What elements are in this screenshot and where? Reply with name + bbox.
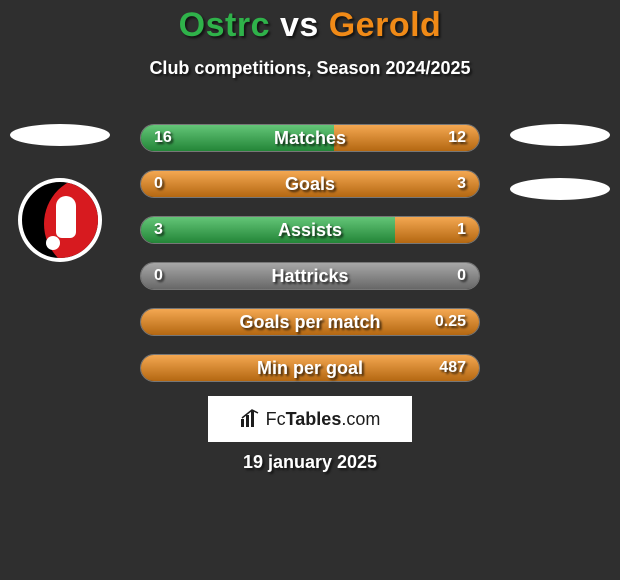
player1-photo-placeholder <box>10 124 110 146</box>
player1-club-badge <box>18 178 102 262</box>
bar-segment-player2 <box>141 309 479 335</box>
bar-segment-player2 <box>141 355 479 381</box>
comparison-card: Ostrc vs Gerold Club competitions, Seaso… <box>0 0 620 580</box>
brand-logo-icon <box>240 409 260 429</box>
subtitle: Club competitions, Season 2024/2025 <box>0 58 620 79</box>
brand-suffix: .com <box>341 409 380 429</box>
bar-segment-player2 <box>395 217 480 243</box>
title-player1: Ostrc <box>179 6 270 44</box>
bar-track <box>140 216 480 244</box>
bar-row: Goals per match0.25 <box>140 304 480 340</box>
bar-track <box>140 262 480 290</box>
player2-club-placeholder <box>510 178 610 200</box>
bar-track <box>140 124 480 152</box>
bar-segment-player1 <box>141 125 334 151</box>
bar-row: Min per goal487 <box>140 350 480 386</box>
bar-segment-player1 <box>141 217 395 243</box>
brand-text: FcTables.com <box>266 409 381 430</box>
bar-track <box>140 354 480 382</box>
player2-photo-placeholder <box>510 124 610 146</box>
brand-badge: FcTables.com <box>208 396 412 442</box>
title: Ostrc vs Gerold <box>0 6 620 45</box>
bar-segment-player2 <box>141 171 479 197</box>
bar-segment-player1 <box>141 263 479 289</box>
bar-segment-player2 <box>334 125 479 151</box>
bar-row: Assists31 <box>140 212 480 248</box>
bar-row: Hattricks00 <box>140 258 480 294</box>
bar-track <box>140 308 480 336</box>
title-player2: Gerold <box>329 6 442 44</box>
brand-prefix: Fc <box>266 409 286 429</box>
date: 19 january 2025 <box>0 452 620 473</box>
bar-track <box>140 170 480 198</box>
bar-row: Goals03 <box>140 166 480 202</box>
title-vs: vs <box>280 6 319 44</box>
bar-row: Matches1612 <box>140 120 480 156</box>
comparison-bars: Matches1612 Goals03 Assists31 Hattricks00 Go… <box>140 120 480 396</box>
brand-bold: Tables <box>286 409 342 429</box>
